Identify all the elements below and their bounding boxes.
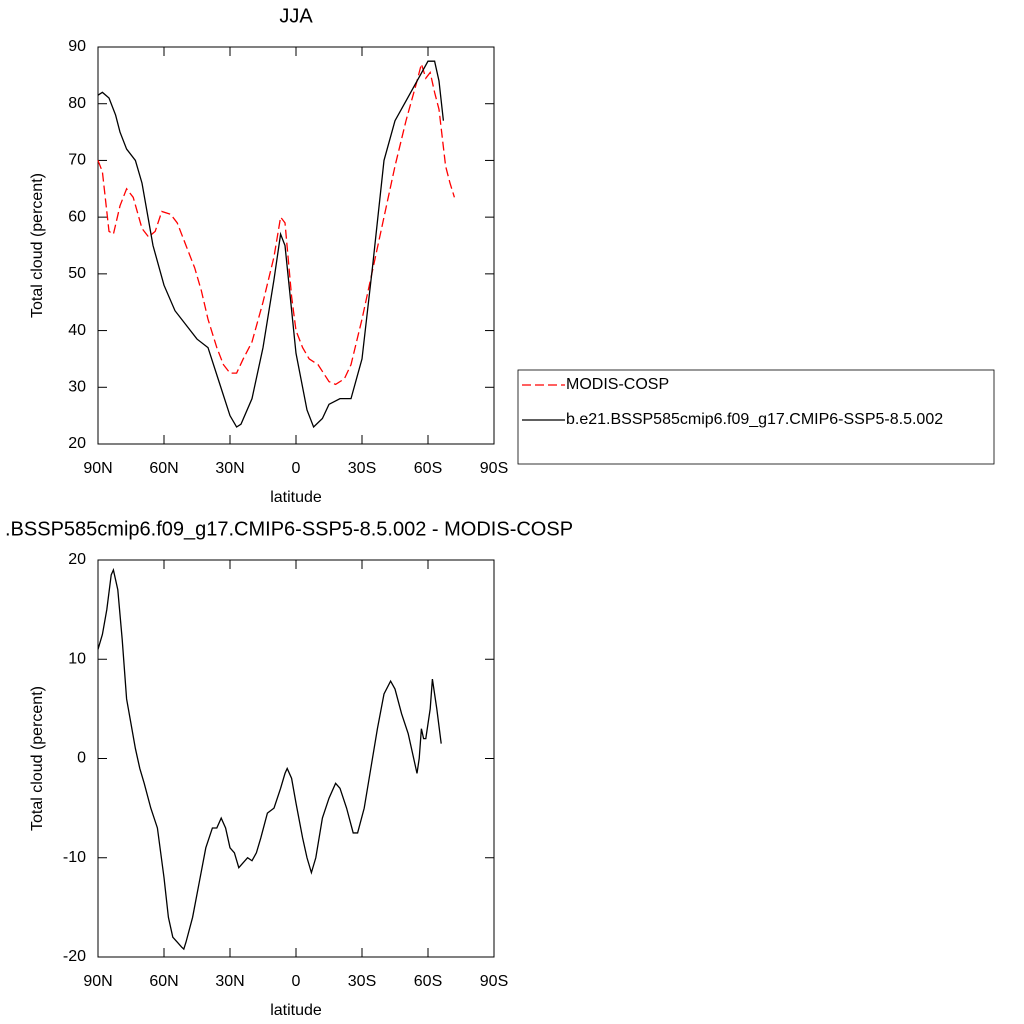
x-tick-label: 60S [414,460,442,477]
x-axis-label: latitude [270,1002,322,1019]
y-axis-label: Total cloud (percent) [29,686,46,831]
x-tick-label: 30S [348,973,376,990]
legend-label: MODIS-COSP [566,376,669,393]
y-tick-label: 70 [68,152,86,169]
x-tick-label: 60S [414,973,442,990]
x-tick-label: 30N [215,973,244,990]
y-tick-label: 30 [68,379,86,396]
x-tick-label: 90S [480,973,508,990]
x-tick-label: 90N [83,973,112,990]
y-tick-label: 50 [68,265,86,282]
data-line [97,567,442,951]
x-tick-label: 90N [83,460,112,477]
y-tick-label: -20 [63,948,86,965]
y-tick-label: 0 [77,750,86,767]
chart-title: JJA [279,5,313,27]
legend-label: b.e21.BSSP585cmip6.f09_g17.CMIP6-SSP5-8.… [566,411,943,428]
plot-frame [97,46,495,445]
x-axis-label: latitude [270,489,322,506]
x-tick-label: 0 [292,460,301,477]
x-tick-label: 60N [149,973,178,990]
x-tick-label: 0 [292,973,301,990]
y-tick-label: 60 [68,208,86,225]
y-tick-label: 80 [68,95,86,112]
chart-title: .BSSP585cmip6.f09_g17.CMIP6-SSP5-8.5.002… [5,518,573,540]
y-tick-label: -10 [63,849,86,866]
data-line [97,60,445,429]
plot-frame [97,559,495,958]
y-tick-label: 40 [68,322,86,339]
x-tick-label: 30N [215,460,244,477]
x-tick-label: 90S [480,460,508,477]
data-line [97,61,456,386]
y-axis-label: Total cloud (percent) [29,173,46,318]
y-tick-label: 10 [68,650,86,667]
y-tick-label: 20 [68,551,86,568]
legend-box [517,369,995,465]
y-tick-label: 20 [68,435,86,452]
x-tick-label: 60N [149,460,178,477]
y-tick-label: 90 [68,38,86,55]
x-tick-label: 30S [348,460,376,477]
